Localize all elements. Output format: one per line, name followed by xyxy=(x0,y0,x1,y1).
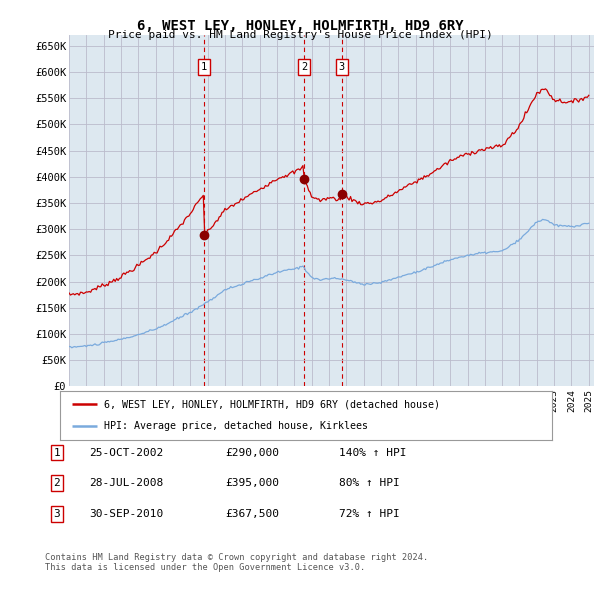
Text: 1: 1 xyxy=(53,448,61,457)
Text: £367,500: £367,500 xyxy=(225,509,279,519)
Text: 25-OCT-2002: 25-OCT-2002 xyxy=(89,448,163,457)
Text: Price paid vs. HM Land Registry's House Price Index (HPI): Price paid vs. HM Land Registry's House … xyxy=(107,30,493,40)
Text: Contains HM Land Registry data © Crown copyright and database right 2024.: Contains HM Land Registry data © Crown c… xyxy=(45,553,428,562)
Text: 3: 3 xyxy=(339,62,345,72)
Text: This data is licensed under the Open Government Licence v3.0.: This data is licensed under the Open Gov… xyxy=(45,563,365,572)
Text: 2: 2 xyxy=(301,62,307,72)
Text: £290,000: £290,000 xyxy=(225,448,279,457)
Text: 28-JUL-2008: 28-JUL-2008 xyxy=(89,478,163,488)
Text: HPI: Average price, detached house, Kirklees: HPI: Average price, detached house, Kirk… xyxy=(104,421,368,431)
Text: 30-SEP-2010: 30-SEP-2010 xyxy=(89,509,163,519)
Text: 1: 1 xyxy=(201,62,208,72)
Text: 80% ↑ HPI: 80% ↑ HPI xyxy=(339,478,400,488)
Text: 72% ↑ HPI: 72% ↑ HPI xyxy=(339,509,400,519)
Text: 140% ↑ HPI: 140% ↑ HPI xyxy=(339,448,407,457)
Text: 6, WEST LEY, HONLEY, HOLMFIRTH, HD9 6RY (detached house): 6, WEST LEY, HONLEY, HOLMFIRTH, HD9 6RY … xyxy=(104,399,440,409)
Text: 3: 3 xyxy=(53,509,61,519)
Text: 6, WEST LEY, HONLEY, HOLMFIRTH, HD9 6RY: 6, WEST LEY, HONLEY, HOLMFIRTH, HD9 6RY xyxy=(137,19,463,33)
Text: £395,000: £395,000 xyxy=(225,478,279,488)
Text: 2: 2 xyxy=(53,478,61,488)
